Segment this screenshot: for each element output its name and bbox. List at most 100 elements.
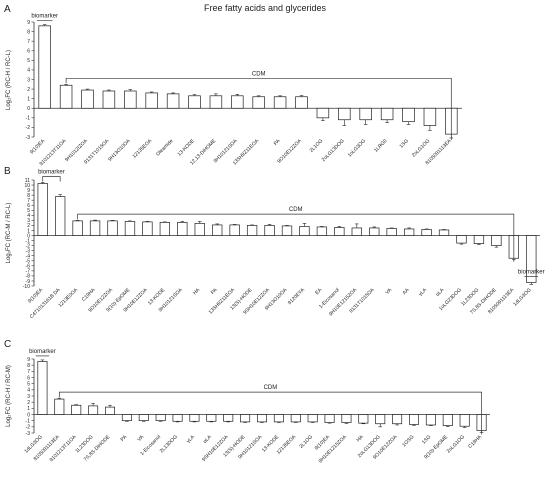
y-tick-label: -8	[26, 274, 31, 280]
bar	[421, 229, 432, 236]
bar	[209, 95, 223, 109]
bar	[295, 96, 308, 109]
y-tick-label: 1	[27, 96, 30, 102]
y-tick-label: 9	[27, 357, 30, 363]
bar	[359, 107, 372, 121]
bar	[59, 84, 73, 109]
bar	[392, 414, 403, 425]
x-tick-label: 1OSG	[401, 434, 415, 448]
y-tick-label: 3	[27, 394, 30, 400]
annotation-label: biomarker	[31, 14, 58, 20]
x-tick-label: 1SG	[421, 434, 432, 445]
x-tick-label: 12135EOA	[132, 138, 154, 160]
y-tick-label: -3	[26, 135, 31, 141]
y-tick-label: 8	[27, 363, 30, 369]
y-tick-label: -9	[26, 279, 31, 285]
bar	[54, 398, 65, 415]
panel-letter-a: A	[4, 4, 11, 15]
bar	[105, 406, 115, 415]
y-tick-label: -2	[26, 243, 31, 249]
bar	[375, 414, 386, 425]
bar	[456, 235, 467, 244]
y-tick-label: 3	[27, 77, 30, 83]
bar	[307, 414, 318, 423]
bar	[246, 225, 258, 236]
bar	[223, 414, 234, 422]
annotation-bracket	[58, 391, 482, 435]
bar	[290, 414, 301, 423]
bar	[252, 96, 265, 109]
y-tick-label: 6	[27, 375, 30, 381]
x-tick-label: HA	[356, 434, 366, 444]
y-tick-label: 4	[27, 388, 30, 394]
x-tick-label: 2L1OG	[298, 434, 314, 450]
y-tick-label: 5	[27, 208, 30, 214]
x-tick-label: C19HA	[467, 434, 483, 450]
y-tick-label: 0	[27, 233, 30, 239]
bar	[273, 414, 284, 423]
y-tick-label: -5	[26, 259, 31, 265]
y-tick-label: 6	[27, 203, 30, 209]
bar	[166, 93, 180, 109]
y-tick-label: -1	[26, 418, 31, 424]
x-tick-label: EA	[314, 287, 323, 296]
y-tick-label: -2	[26, 425, 31, 431]
y-tick-label: 7	[27, 369, 30, 375]
annotation-bracket	[65, 77, 452, 140]
bar	[491, 235, 502, 246]
x-tick-label: 9120EYA	[287, 287, 306, 306]
bar	[423, 107, 437, 126]
panel-a: A Log₂FC (RC-H / RC-L) -3 -2 -1 0 1 2 3 4 5 6 7 8 9 9(1…	[4, 4, 462, 167]
annotation-label: biomarker	[29, 349, 56, 355]
x-tick-label: 1213E0OA	[57, 287, 79, 309]
x-tick-label: 2L1OG	[309, 138, 325, 154]
bar	[351, 227, 362, 236]
bar	[257, 414, 267, 423]
bar	[380, 107, 394, 121]
x-tick-label: Oleamide	[155, 138, 175, 158]
y-tick-label: 3	[27, 218, 30, 224]
x-tick-label: 1SG	[399, 138, 410, 149]
x-tick-label: αLA	[202, 434, 213, 445]
bar	[409, 414, 419, 425]
y-tick-label: -1	[26, 116, 31, 122]
bar	[159, 222, 171, 236]
y-tick-label: 2	[27, 223, 30, 229]
x-tick-label: VA	[136, 434, 145, 443]
x-tick-label: γLA	[186, 434, 197, 445]
y-tick-label: 7	[27, 198, 30, 204]
bar	[316, 107, 330, 119]
x-tick-label: 12135EOA	[276, 434, 298, 456]
x-tick-label: C471013161B DA	[29, 287, 62, 320]
x-tick-label: 1dLG3OG	[512, 287, 532, 307]
y-tick-label: 0	[27, 106, 30, 112]
x-tick-label: PA	[273, 138, 282, 147]
x-tick-label: 9H13O10OA	[107, 138, 132, 163]
bar	[240, 414, 251, 423]
x-tick-label: C19HA	[81, 287, 97, 303]
y-tick-label: -10	[23, 284, 30, 290]
y-tick-label: 9	[27, 188, 30, 194]
y-tick-label: 8	[27, 29, 30, 35]
y-tick-label: 11	[25, 178, 30, 184]
annotation-label: biomarker	[518, 269, 545, 275]
bar	[194, 223, 205, 236]
bar	[206, 414, 217, 422]
panel-letter-c: C	[4, 339, 11, 350]
bar	[155, 414, 166, 422]
bar	[71, 404, 82, 415]
y-tick-label: 0	[27, 412, 30, 418]
x-tick-label: αLA	[435, 287, 446, 298]
bar	[38, 25, 51, 109]
bar	[358, 414, 369, 424]
bar	[121, 414, 132, 422]
x-tick-label: PA	[120, 434, 129, 443]
bar	[72, 220, 83, 236]
y-tick-label: 6	[27, 49, 30, 55]
x-tick-label: 2oLG1OG	[446, 434, 466, 454]
y-tick-label: 5	[27, 58, 30, 64]
bar	[102, 90, 116, 109]
bar	[334, 227, 345, 236]
